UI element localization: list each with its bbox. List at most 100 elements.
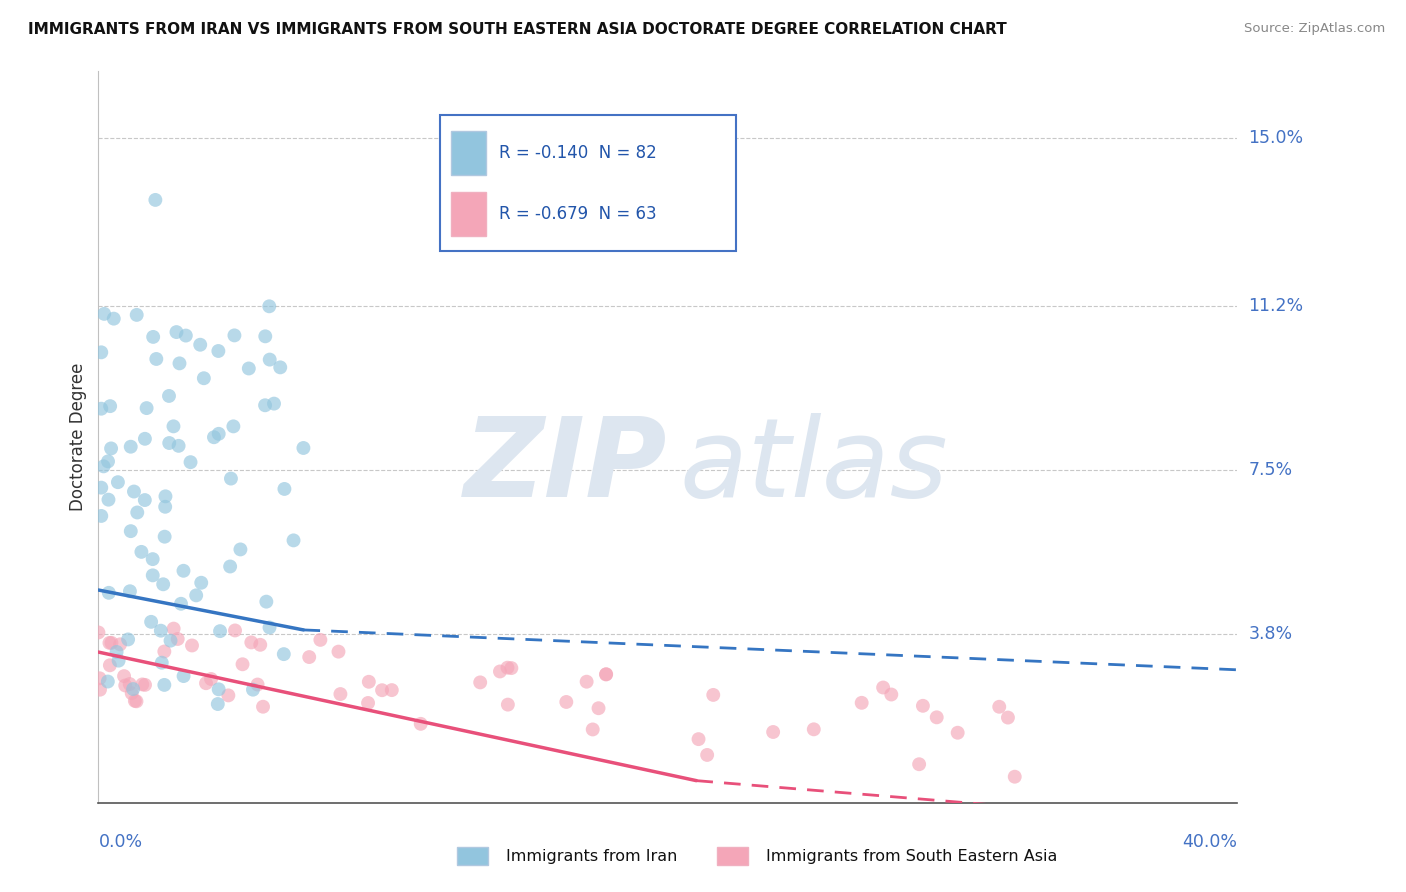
Point (696, 747, 718, 762)
Point (252, 699, 274, 714)
Point (163, 622, 186, 636)
Point (181, 639, 204, 653)
Point (762, 725, 785, 739)
Text: R = -0.140  N = 82: R = -0.140 N = 82 (499, 145, 657, 162)
Point (501, 661, 523, 675)
Point (89, 671, 111, 685)
Text: ZIP: ZIP (464, 413, 668, 520)
Point (911, 698, 934, 713)
Point (1004, 770, 1026, 784)
FancyBboxPatch shape (440, 115, 737, 251)
Point (997, 710, 1019, 724)
Point (125, 694, 148, 708)
Point (249, 638, 271, 652)
Text: R = -0.679  N = 63: R = -0.679 N = 63 (499, 205, 657, 223)
Point (134, 493, 156, 508)
Point (357, 696, 380, 710)
Point (139, 615, 162, 629)
Point (803, 723, 825, 737)
Point (135, 401, 157, 416)
Point (169, 356, 191, 370)
Point (496, 698, 519, 712)
Text: 3.8%: 3.8% (1249, 625, 1292, 643)
FancyBboxPatch shape (451, 192, 485, 235)
Point (298, 650, 321, 665)
Point (122, 484, 145, 499)
Point (381, 683, 404, 698)
Point (219, 559, 242, 574)
Point (172, 564, 194, 578)
Point (167, 439, 190, 453)
Point (254, 329, 277, 343)
Point (254, 595, 277, 609)
Point (202, 430, 225, 444)
Point (263, 396, 285, 410)
Point (409, 716, 432, 731)
Point (209, 624, 232, 639)
Point (925, 710, 948, 724)
Point (273, 482, 295, 496)
Point (219, 472, 242, 486)
Point (273, 647, 295, 661)
Point (97, 674, 120, 689)
Point (127, 506, 149, 520)
Point (173, 669, 195, 683)
Point (97, 492, 120, 507)
Point (946, 725, 969, 739)
Point (283, 533, 305, 548)
Point (105, 645, 128, 659)
Point (688, 732, 710, 747)
Point (309, 632, 332, 647)
Point (122, 681, 145, 696)
Point (259, 352, 281, 367)
Text: atlas: atlas (679, 413, 948, 520)
Point (134, 678, 156, 692)
Point (90, 401, 112, 416)
Point (851, 696, 873, 710)
Point (231, 657, 253, 672)
Text: Immigrants from Iran: Immigrants from Iran (506, 849, 678, 863)
Point (224, 328, 246, 343)
Point (100, 442, 122, 456)
Y-axis label: Doctorate Degree: Doctorate Degree (69, 363, 87, 511)
Point (292, 441, 315, 455)
Point (124, 694, 146, 708)
Point (470, 675, 492, 690)
Point (152, 577, 174, 591)
Point (908, 757, 931, 772)
Text: 15.0%: 15.0% (1249, 128, 1303, 147)
Point (371, 683, 394, 698)
Point (217, 689, 239, 703)
Point (174, 328, 197, 343)
Point (166, 632, 188, 646)
Point (229, 542, 252, 557)
Point (496, 661, 519, 675)
Point (90, 508, 112, 523)
Point (555, 695, 578, 709)
Point (357, 674, 380, 689)
Point (117, 632, 139, 647)
Point (207, 697, 229, 711)
Point (186, 588, 208, 602)
Point (170, 597, 193, 611)
Point (166, 325, 188, 339)
Text: IMMIGRANTS FROM IRAN VS IMMIGRANTS FROM SOUTH EASTERN ASIA DOCTORATE DEGREE CORR: IMMIGRANTS FROM IRAN VS IMMIGRANTS FROM … (28, 22, 1007, 37)
Point (595, 667, 617, 681)
Point (149, 624, 172, 638)
Point (142, 330, 165, 344)
Point (120, 440, 142, 454)
Point (90, 481, 112, 495)
Point (162, 419, 184, 434)
Point (207, 343, 229, 358)
Point (98, 399, 121, 413)
Point (87, 625, 110, 640)
Point (224, 624, 246, 638)
Point (588, 701, 610, 715)
Point (90, 345, 112, 359)
Point (131, 677, 153, 691)
Text: Source: ZipAtlas.com: Source: ZipAtlas.com (1244, 22, 1385, 36)
Point (120, 524, 142, 538)
Point (100, 636, 122, 650)
Point (157, 389, 180, 403)
Point (118, 584, 141, 599)
